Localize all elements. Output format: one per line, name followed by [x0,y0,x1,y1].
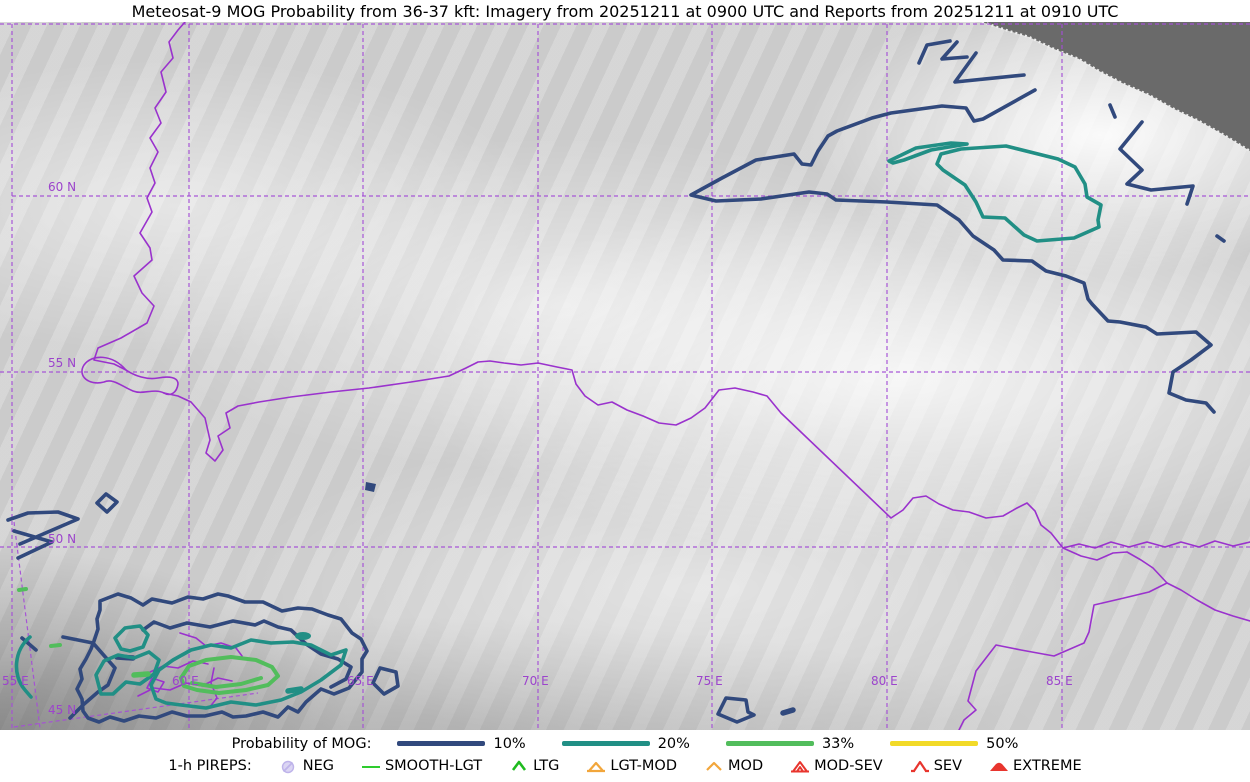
caret-with-feet-icon [910,760,929,772]
pirep-entry-mod-sev: MOD-SEV [789,758,883,775]
pirep-neg-label: NEG [302,758,334,774]
page-title: Meteosat-9 MOG Probability from 36-37 kf… [131,2,1119,21]
satellite-imagery-background [0,22,1250,730]
mog-legend-entry-20: 20% [561,735,690,752]
mog-10-label: 10% [493,735,526,752]
pirep-ltg-label: LTG [533,758,560,774]
mog-33-percent-contours [17,587,280,695]
grid-label-45n: 45 N [48,703,77,717]
mog-33-label: 33% [821,735,855,752]
grid-label-80e: 80 E [871,674,898,688]
pirep-lgt-mod-label: LGT-MOD [610,758,678,774]
horizontal-line-icon [361,765,380,768]
mog-legend-entry-10: 10% [397,735,526,752]
mog-10-percent-contours [6,39,1226,724]
grid-label-85e: 85 E [1046,674,1073,688]
pireps-legend-title: 1-h PIREPS: [168,758,252,774]
mog-20-percent-contours [14,141,1103,710]
mog-50-label: 50% [986,735,1019,752]
pirep-sev-label: SEV [933,758,963,774]
pirep-entry-smooth-lgt: SMOOTH-LGT [360,758,482,775]
pirep-smooth-lgt-label: SMOOTH-LGT [384,758,483,774]
pirep-mod-sev-label: MOD-SEV [814,758,883,774]
grid-label-65e: 65 E [347,674,374,688]
null-circle-icon [281,760,294,773]
caret-icon [512,760,527,771]
pireps-legend-row: 1-h PIREPS: NEG SMOOTH-LGT LTG LGT-M [0,754,1250,778]
pirep-entry-lgt-mod: LGT-MOD [585,758,677,775]
mog-legend-entry-50: 50% [890,736,1018,752]
mog-50-line-swatch [890,741,979,746]
mog-20-line-swatch [561,741,650,746]
double-caret-with-base-icon [791,760,810,772]
pirep-mod-label: MOD [728,758,764,774]
weather-map: 60 N 55 N 50 N 45 N 55 E 60 E 65 E 70 E … [0,22,1250,730]
caret-icon [706,761,722,771]
graticule-grid [0,23,1250,730]
grid-label-55e: 55 E [2,674,29,688]
grid-label-50n: 50 N [48,532,77,546]
pirep-entry-extreme: EXTREME [988,758,1082,775]
pirep-entry-ltg: LTG [508,758,559,775]
grid-label-60e: 60 E [172,674,199,688]
pirep-entry-sev: SEV [909,758,962,775]
pirep-entry-mod: MOD [703,758,763,775]
pirep-entry-neg: NEG [278,758,334,775]
grid-label-70e: 70 E [522,674,549,688]
mog-33-line-swatch [725,741,814,746]
mog-probability-legend-row: Probability of MOG: 10% 20% 33% 50% [0,733,1250,754]
geography-borders [81,22,1250,730]
mog-20-label: 20% [657,735,690,752]
pirep-extreme-label: EXTREME [1013,758,1082,774]
map-overlay [0,22,1250,730]
caret-with-base-icon [587,761,606,772]
filled-triangle-icon [990,762,1009,771]
mog-legend-title: Probability of MOG: [231,735,372,752]
no-data-region [981,22,1250,153]
grid-label-60n: 60 N [48,180,77,194]
mog-legend-entry-33: 33% [725,735,855,752]
mog-10-line-swatch [397,741,486,746]
grid-label-75e: 75 E [696,674,723,688]
legend: Probability of MOG: 10% 20% 33% 50% 1-h … [0,730,1250,782]
grid-label-55n: 55 N [48,356,77,370]
